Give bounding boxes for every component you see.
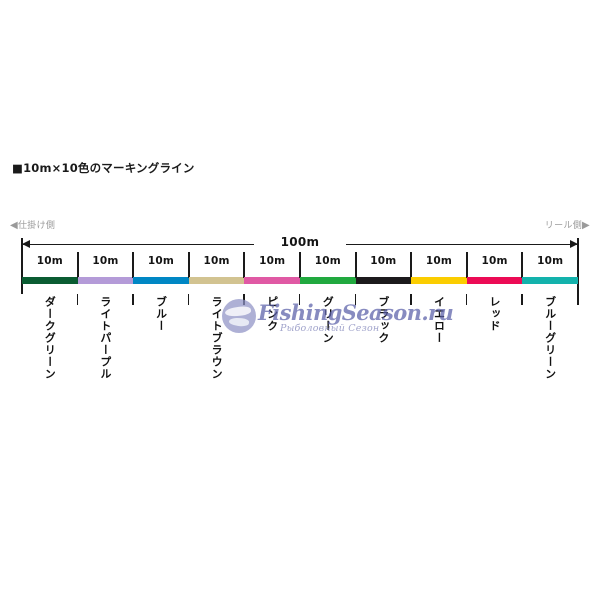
segment-color-swatch xyxy=(188,277,245,284)
segment-length-label: 10m xyxy=(147,255,175,267)
tick-mark xyxy=(521,294,523,305)
segment-divider xyxy=(76,252,79,278)
segment-color-swatch xyxy=(77,277,134,284)
color-name-text: ライトパープル xyxy=(98,296,112,380)
dimension-left-line xyxy=(22,244,254,245)
left-arrow-icon: ◀ xyxy=(10,220,18,231)
segment: 10m xyxy=(410,252,467,294)
page-title: ■10m×10色のマーキングライン xyxy=(12,161,195,175)
segment-divider xyxy=(298,252,301,278)
color-name-cell: ダークグリーン xyxy=(22,294,78,404)
segment-color-swatch xyxy=(466,277,523,284)
segment-divider xyxy=(132,252,135,278)
tick-mark xyxy=(76,294,79,305)
color-name-vertical: ブルー xyxy=(133,296,189,332)
segment-length-label: 10m xyxy=(425,255,453,267)
segment-color-swatch xyxy=(522,277,578,284)
color-name-vertical: グリーン xyxy=(300,296,356,344)
color-name-cell: ブラック xyxy=(354,294,412,404)
segment-divider xyxy=(243,252,246,278)
segment-color-swatch xyxy=(411,277,467,284)
color-name-cell: レッド xyxy=(465,294,523,404)
color-name-vertical: イエロー xyxy=(411,296,467,344)
segment: 10m xyxy=(298,252,356,294)
color-name-text: グリーン xyxy=(321,296,335,344)
color-name-vertical: レッド xyxy=(467,296,523,332)
color-name-text: ピンク xyxy=(265,296,279,332)
color-name-vertical: ピンク xyxy=(244,296,300,332)
tick-mark-end xyxy=(577,294,579,305)
tick-mark xyxy=(298,294,301,305)
color-name-vertical: ダークグリーン xyxy=(22,296,78,380)
color-name-text: ブラック xyxy=(376,296,390,344)
segment-color-swatch xyxy=(133,277,189,284)
color-name-cell: ライトブラウン xyxy=(187,294,245,404)
color-name-text: ブルーグリーン xyxy=(543,296,557,380)
color-name-cell: ブルー xyxy=(132,294,189,404)
dimension-right-arrow-icon xyxy=(570,240,578,248)
right-side-text: リール側 xyxy=(544,221,582,231)
segment-divider xyxy=(187,252,190,278)
color-name-cell: ブルーグリーン xyxy=(521,294,579,404)
tick-mark xyxy=(410,294,412,305)
segment-divider xyxy=(410,252,413,278)
color-name-text: ライトブラウン xyxy=(210,296,224,380)
total-length-label: 100m xyxy=(280,235,320,249)
color-name-cell: グリーン xyxy=(298,294,356,404)
segment: 10m xyxy=(521,252,578,294)
segment-color-swatch xyxy=(22,277,78,284)
segment: 10m xyxy=(465,252,523,294)
color-name-row: ダークグリーン ライトパープル ブルー ライトブラウン ピンク グリーン ブラック イエロー レ… xyxy=(22,294,579,404)
segment-color-swatch xyxy=(355,277,412,284)
color-name-cell: ピンク xyxy=(243,294,300,404)
left-side-text: 仕掛け側 xyxy=(18,221,56,231)
segment-divider xyxy=(354,252,357,278)
segment: 10m xyxy=(243,252,300,294)
color-name-text: イエロー xyxy=(432,296,446,344)
right-arrow-icon: ▶ xyxy=(582,220,590,231)
color-name-vertical: ライトブラウン xyxy=(189,296,245,380)
color-name-vertical: ライトパープル xyxy=(78,296,134,380)
left-side-label: ◀仕掛け側 xyxy=(10,218,56,232)
segment-length-label: 10m xyxy=(314,255,341,267)
segment-length-label: 10m xyxy=(203,255,230,267)
segment-length-label: 10m xyxy=(481,255,508,267)
right-side-label: リール側▶ xyxy=(544,218,590,232)
segment-color-swatch xyxy=(299,277,356,284)
tick-mark xyxy=(132,294,134,305)
left-end-cap xyxy=(21,238,23,294)
segment-divider xyxy=(521,252,524,278)
color-name-cell: イエロー xyxy=(410,294,467,404)
segment-length-label: 10m xyxy=(259,255,286,267)
color-name-cell: ライトパープル xyxy=(76,294,134,404)
color-name-text: ブルー xyxy=(154,296,168,332)
tick-mark xyxy=(187,294,190,305)
segment: 10m xyxy=(76,252,134,294)
segment-length-label: 10m xyxy=(92,255,119,267)
color-name-text: レッド xyxy=(488,296,502,332)
segment: 10m xyxy=(22,252,78,294)
total-length-dimension: 100m xyxy=(22,235,578,252)
color-name-vertical: ブラック xyxy=(356,296,412,344)
right-end-cap xyxy=(577,238,579,294)
segment-length-label: 10m xyxy=(36,255,63,267)
segment: 10m xyxy=(132,252,189,294)
segment-length-label: 10m xyxy=(537,255,564,267)
segment-color-swatch xyxy=(244,277,300,284)
segment-divider xyxy=(465,252,468,278)
color-segment-strip: 10m 10m 10m 10m 10m 10m 10m 10m 10m 10m xyxy=(22,252,578,294)
segment: 10m xyxy=(354,252,412,294)
color-name-text: ダークグリーン xyxy=(43,296,57,380)
tick-mark xyxy=(354,294,357,305)
tick-mark xyxy=(465,294,468,305)
segment: 10m xyxy=(187,252,245,294)
dimension-right-line xyxy=(346,244,578,245)
segment-length-label: 10m xyxy=(370,255,397,267)
color-name-vertical: ブルーグリーン xyxy=(522,296,578,380)
